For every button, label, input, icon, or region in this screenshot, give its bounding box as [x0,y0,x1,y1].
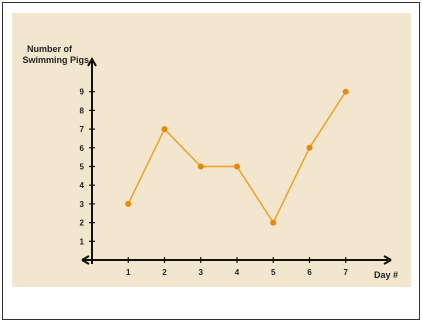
data-point [306,144,313,151]
chart-background [12,13,411,287]
x-tick-label: 1 [126,268,131,277]
x-tick-label: 3 [199,268,204,277]
y-tick-label: 9 [80,88,85,97]
y-tick-label: 4 [80,181,85,190]
x-axis-arrow-left [81,255,90,265]
ticks: 1 2 3 4 5 6 7 8 9 1 2 3 4 5 6 7 [80,88,349,277]
y-tick-label: 3 [80,200,85,209]
data-point [161,126,168,133]
x-tick-label: 2 [162,268,167,277]
x-tick-label: 4 [235,268,240,277]
series [125,88,349,226]
data-point [197,163,204,170]
y-axis-arrow [87,56,97,67]
y-tick-label: 1 [80,237,85,246]
data-point [342,88,349,95]
data-point [270,219,277,226]
y-axis-title-line-2: Swimming Pigs [22,55,89,65]
y-tick-label: 6 [80,144,85,153]
y-tick-label: 5 [80,163,85,172]
y-tick-label: 7 [80,125,85,134]
y-axis-title-line-1: Number of [27,44,73,54]
x-tick-label: 7 [344,268,349,277]
axes [81,56,392,265]
x-axis-title: Day # [374,270,398,280]
y-tick-label: 2 [80,219,85,228]
x-tick-label: 6 [307,268,312,277]
data-point [234,163,240,170]
line-chart: Number of Swimming Pigs Day # 1234567891… [12,13,411,287]
data-point [125,200,132,207]
x-axis-arrow-right [383,255,392,265]
y-tick-label: 8 [80,106,85,115]
x-tick-label: 5 [271,268,276,277]
